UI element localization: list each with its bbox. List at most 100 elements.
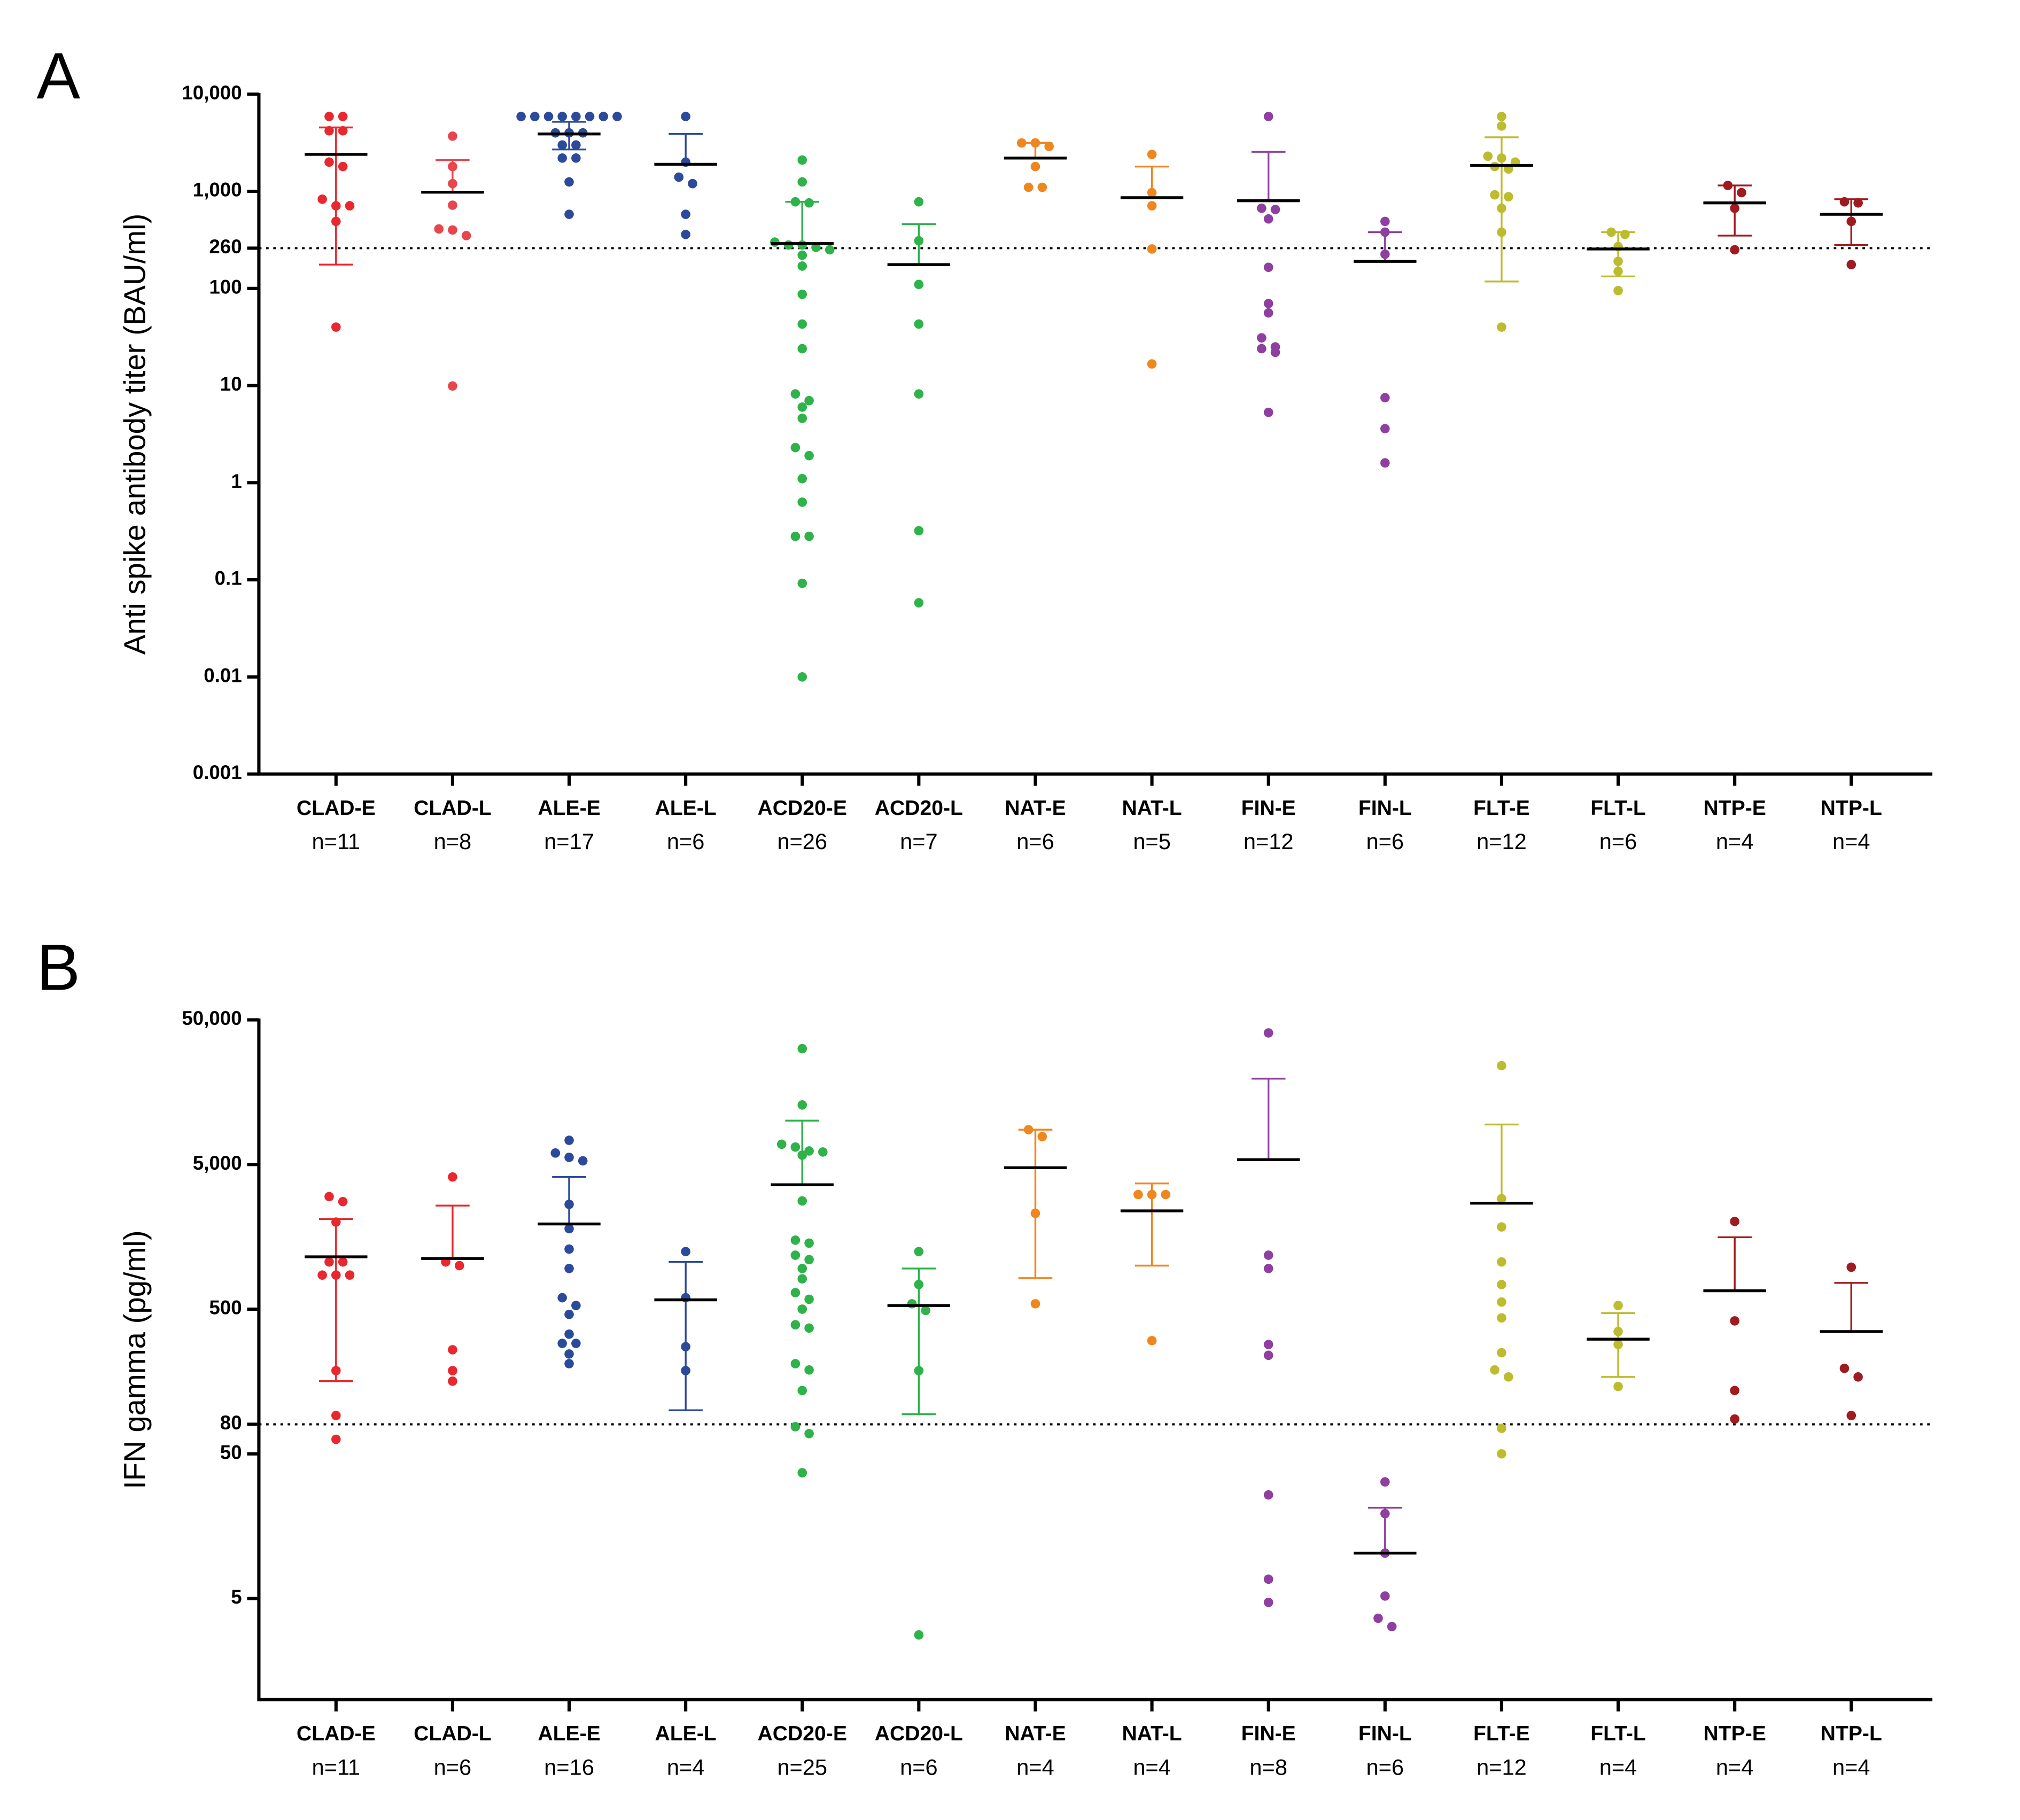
- data-point: [797, 319, 807, 329]
- data-point: [564, 1200, 574, 1209]
- data-point: [797, 578, 807, 588]
- data-point: [1257, 333, 1267, 343]
- data-point: [557, 1339, 567, 1348]
- data-point: [331, 322, 341, 332]
- data-point: [1037, 1132, 1047, 1141]
- data-point: [797, 1150, 807, 1160]
- data-point: [530, 112, 540, 121]
- data-point: [557, 1293, 567, 1303]
- x-tick-label: FLT-L: [1590, 1722, 1646, 1745]
- data-point: [345, 1270, 355, 1280]
- data-point: [1147, 188, 1157, 198]
- data-point: [564, 1135, 574, 1145]
- data-point: [1613, 1301, 1623, 1310]
- data-point: [331, 1366, 341, 1375]
- data-point: [1497, 203, 1506, 213]
- data-point: [804, 450, 814, 461]
- data-point: [914, 1247, 924, 1257]
- y-tick-label: 10: [220, 373, 242, 395]
- data-point: [1846, 260, 1856, 270]
- data-point: [331, 1217, 341, 1227]
- data-point: [1497, 1297, 1506, 1307]
- data-point: [1380, 1591, 1390, 1601]
- data-point: [564, 209, 574, 219]
- data-point: [1497, 153, 1506, 163]
- x-tick-label: NTP-E: [1703, 797, 1766, 820]
- y-tick-label: 5,000: [193, 1152, 242, 1174]
- data-point: [1613, 256, 1623, 266]
- data-point: [1606, 227, 1616, 237]
- y-tick-label: 100: [209, 276, 242, 298]
- data-point: [564, 1264, 574, 1273]
- data-point: [331, 216, 341, 227]
- data-point: [804, 1323, 814, 1333]
- data-point: [790, 1320, 801, 1330]
- x-tick-label: FIN-E: [1241, 1722, 1296, 1745]
- data-point: [914, 1630, 924, 1640]
- data-point: [1730, 245, 1739, 255]
- x-tick-label: CLAD-E: [297, 1722, 376, 1745]
- data-point: [448, 1345, 457, 1355]
- data-point: [571, 112, 581, 121]
- y-tick-label: 50: [220, 1441, 242, 1463]
- n-label: n=4: [1716, 1754, 1754, 1779]
- data-point: [914, 279, 924, 290]
- data-point: [790, 531, 801, 541]
- data-point: [317, 194, 327, 204]
- data-point: [338, 112, 348, 121]
- data-point: [797, 261, 807, 271]
- x-tick-label: ALE-L: [655, 797, 717, 820]
- y-tick-label: 0.001: [193, 761, 242, 783]
- n-label: n=6: [434, 1754, 472, 1779]
- data-point: [454, 1261, 464, 1271]
- data-point: [1263, 407, 1273, 417]
- data-point: [1380, 1508, 1390, 1519]
- data-point: [797, 1264, 807, 1273]
- data-point: [797, 1100, 807, 1110]
- y-tick-label: 0.01: [204, 664, 242, 686]
- x-tick-label: ACD20-L: [875, 1722, 963, 1745]
- data-point: [914, 1366, 924, 1375]
- y-tick-label: 500: [209, 1297, 242, 1319]
- n-label: n=4: [1716, 829, 1754, 854]
- data-point: [681, 112, 690, 121]
- data-point: [797, 1468, 807, 1477]
- data-point: [797, 1386, 807, 1396]
- data-point: [790, 1235, 801, 1245]
- data-point: [1613, 286, 1623, 295]
- data-point: [1263, 1490, 1273, 1500]
- data-point: [914, 389, 924, 399]
- data-point: [612, 112, 622, 121]
- data-point: [804, 1238, 814, 1248]
- data-point: [448, 178, 457, 189]
- n-label: n=4: [1832, 829, 1870, 854]
- data-point: [564, 1329, 574, 1339]
- y-tick-label: 5: [231, 1586, 242, 1608]
- data-point: [1497, 322, 1506, 332]
- n-label: n=4: [1133, 1754, 1171, 1779]
- data-point: [338, 1257, 348, 1267]
- data-point: [797, 497, 807, 507]
- y-tick-label: 10,000: [182, 82, 242, 104]
- panel-label: A: [37, 39, 81, 112]
- data-point: [681, 229, 690, 239]
- data-point: [331, 1411, 341, 1420]
- n-label: n=6: [1016, 829, 1054, 854]
- data-point: [550, 1148, 561, 1158]
- n-label: n=6: [900, 1754, 938, 1779]
- x-tick-label: FLT-E: [1473, 797, 1530, 820]
- data-point: [804, 531, 814, 541]
- data-point: [557, 112, 567, 121]
- x-tick-label: FIN-E: [1241, 797, 1296, 820]
- data-point: [448, 225, 457, 235]
- data-point: [1263, 1264, 1273, 1273]
- x-tick-label: FIN-L: [1358, 797, 1412, 820]
- data-point: [564, 1349, 574, 1359]
- data-point: [1387, 1622, 1397, 1631]
- data-point: [1737, 188, 1746, 198]
- n-label: n=4: [1832, 1754, 1870, 1779]
- data-point: [448, 161, 457, 172]
- data-point: [681, 1366, 690, 1375]
- data-point: [345, 201, 355, 211]
- n-label: n=4: [1599, 1754, 1637, 1779]
